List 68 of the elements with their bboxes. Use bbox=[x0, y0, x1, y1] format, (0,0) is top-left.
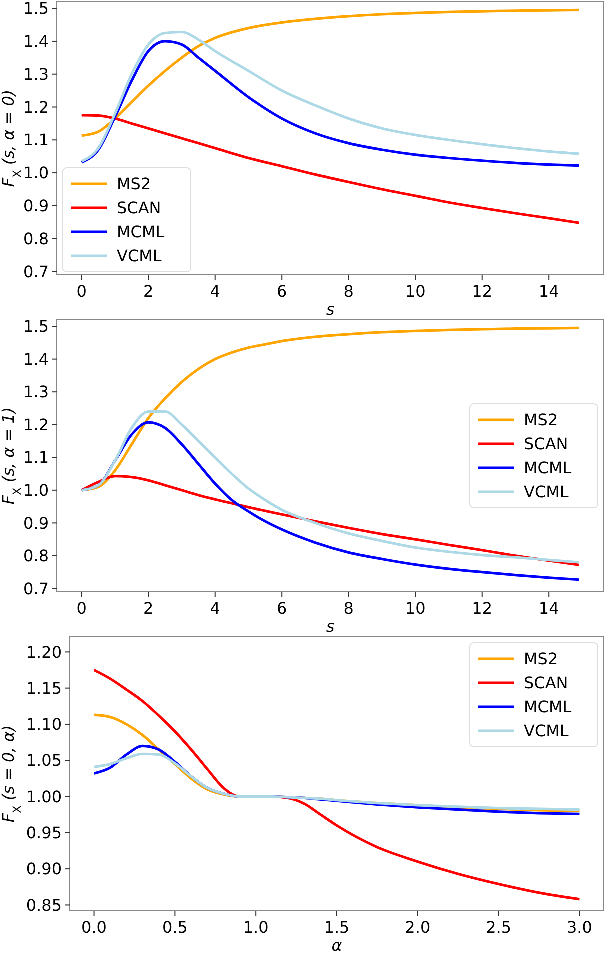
x-tick-label: 4 bbox=[210, 282, 220, 301]
legend-label: VCML bbox=[524, 482, 569, 502]
x-tick-label: 6 bbox=[277, 282, 288, 301]
y-tick-label: 0.9 bbox=[24, 196, 49, 216]
legend-label: VCML bbox=[117, 246, 162, 266]
x-tick-label: 4 bbox=[210, 599, 220, 618]
x-tick-label: 10 bbox=[405, 599, 426, 618]
x-tick-label: 8 bbox=[344, 282, 354, 301]
y-tick-label: 1.05 bbox=[26, 751, 62, 770]
x-tick-label: 2.0 bbox=[405, 918, 431, 937]
x-axis-title: α bbox=[332, 936, 343, 955]
x-tick-label: 2 bbox=[144, 599, 154, 618]
y-tick-label: 1.5 bbox=[24, 317, 49, 336]
y-tick-label: 1.4 bbox=[24, 32, 49, 52]
x-axis-title: s bbox=[326, 617, 335, 636]
y-tick-label: 1.0 bbox=[24, 164, 49, 183]
x-tick-label: 14 bbox=[538, 282, 560, 301]
legend-label: MS2 bbox=[524, 410, 558, 430]
legend-label: MCML bbox=[524, 458, 572, 478]
x-tick-label: 0.0 bbox=[82, 918, 107, 937]
y-tick-label: 1.1 bbox=[24, 448, 49, 468]
x-tick-label: 14 bbox=[538, 599, 560, 618]
x-tick-label: 0.5 bbox=[162, 918, 188, 937]
y-tick-label: 1.3 bbox=[24, 382, 49, 402]
line-series bbox=[80, 8, 580, 138]
y-tick-label: 1.00 bbox=[26, 787, 62, 806]
legend-label: SCAN bbox=[117, 198, 162, 218]
y-tick-label: 1.3 bbox=[24, 64, 49, 84]
x-axis-title: s bbox=[326, 300, 335, 319]
x-tick-label: 0 bbox=[76, 282, 87, 301]
legend-label: VCML bbox=[524, 722, 569, 741]
legend-label: SCAN bbox=[524, 674, 568, 693]
legend-label: MCML bbox=[524, 698, 572, 717]
y-tick-label: 0.85 bbox=[26, 896, 62, 915]
y-tick-label: 0.90 bbox=[26, 860, 62, 879]
legend-label: SCAN bbox=[524, 434, 568, 454]
x-tick-label: 1.5 bbox=[324, 918, 350, 937]
x-tick-label: 0 bbox=[76, 599, 87, 618]
x-tick-label: 12 bbox=[472, 599, 493, 618]
x-tick-label: 12 bbox=[472, 282, 493, 301]
x-tick-label: 2.5 bbox=[486, 918, 512, 937]
legend-label: MS2 bbox=[524, 650, 558, 669]
y-tick-label: 1.15 bbox=[26, 678, 62, 698]
y-tick-label: 0.8 bbox=[24, 546, 49, 566]
y-tick-label: 0.9 bbox=[24, 514, 49, 533]
line-series bbox=[80, 410, 580, 564]
x-tick-label: 3.0 bbox=[567, 918, 592, 937]
y-tick-label: 0.7 bbox=[24, 262, 49, 282]
y-tick-label: 0.7 bbox=[24, 579, 49, 598]
y-tick-label: 0.8 bbox=[24, 229, 49, 248]
y-tick-label: 1.2 bbox=[24, 415, 49, 434]
legend-label: MCML bbox=[117, 222, 165, 242]
x-tick-label: 10 bbox=[405, 282, 426, 301]
y-tick-label: 1.4 bbox=[24, 350, 49, 369]
y-tick-label: 1.20 bbox=[26, 642, 62, 662]
legend-label: MS2 bbox=[117, 174, 152, 194]
x-tick-label: 2 bbox=[144, 282, 154, 301]
y-tick-label: 1.5 bbox=[24, 0, 49, 18]
y-tick-label: 1.10 bbox=[26, 715, 62, 734]
x-tick-label: 6 bbox=[277, 599, 288, 618]
x-tick-label: 8 bbox=[344, 599, 354, 618]
y-tick-label: 1.0 bbox=[24, 481, 49, 500]
y-tick-label: 1.2 bbox=[24, 98, 49, 117]
x-tick-label: 1.0 bbox=[243, 918, 269, 937]
line-series bbox=[80, 114, 580, 224]
y-tick-label: 1.1 bbox=[24, 130, 49, 150]
line-series bbox=[92, 752, 582, 812]
y-tick-label: 0.95 bbox=[26, 824, 62, 843]
